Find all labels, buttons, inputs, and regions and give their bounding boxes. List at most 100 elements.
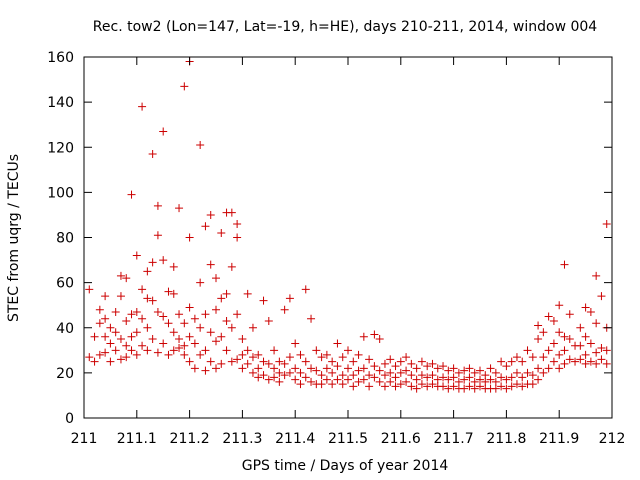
data-point	[190, 364, 199, 373]
x-tick-label: 211	[71, 431, 98, 447]
data-point	[328, 368, 337, 377]
data-point	[85, 353, 94, 362]
data-point	[217, 228, 226, 237]
data-point	[338, 371, 347, 380]
data-point	[576, 341, 585, 350]
data-point	[481, 371, 490, 380]
data-point	[185, 332, 194, 341]
data-point	[259, 296, 268, 305]
data-point	[380, 382, 389, 391]
data-point	[291, 339, 300, 348]
data-point	[560, 346, 569, 355]
data-point	[222, 289, 231, 298]
data-point	[164, 350, 173, 359]
data-point	[396, 357, 405, 366]
data-point	[143, 346, 152, 355]
data-point	[169, 262, 178, 271]
data-point	[90, 332, 99, 341]
data-point	[428, 371, 437, 380]
data-point	[132, 251, 141, 260]
plot-frame	[83, 56, 613, 419]
data-point	[407, 359, 416, 368]
data-point	[280, 371, 289, 380]
data-point	[412, 364, 421, 373]
data-point	[169, 346, 178, 355]
data-point	[523, 368, 532, 377]
data-point	[544, 346, 553, 355]
data-point	[95, 350, 104, 359]
data-point	[322, 364, 331, 373]
data-point	[270, 373, 279, 382]
data-point	[307, 364, 316, 373]
data-point	[486, 375, 495, 384]
data-point	[581, 350, 590, 359]
data-point	[518, 373, 527, 382]
data-point	[597, 292, 606, 301]
data-point	[375, 366, 384, 375]
data-point	[502, 375, 511, 384]
data-point	[365, 382, 374, 391]
data-point	[322, 375, 331, 384]
data-point	[254, 373, 263, 382]
data-point	[354, 377, 363, 386]
data-point	[370, 362, 379, 371]
y-tick-label: 20	[56, 366, 74, 382]
data-point	[602, 359, 611, 368]
axis-ticks: 211 211.1 211.2 211.3 211.4 211.5 211.6 211.7 21…	[47, 50, 625, 447]
data-point	[534, 321, 543, 330]
data-point	[180, 350, 189, 359]
data-point	[138, 341, 147, 350]
data-point	[375, 335, 384, 344]
data-point	[365, 355, 374, 364]
data-point	[454, 368, 463, 377]
data-point	[227, 262, 236, 271]
data-point	[212, 364, 220, 373]
data-point	[164, 319, 173, 328]
data-point	[586, 307, 595, 316]
data-point	[365, 371, 374, 380]
data-point	[148, 258, 157, 267]
data-point	[307, 314, 316, 323]
data-point	[338, 353, 347, 362]
x-tick-label: 211.8	[486, 431, 526, 447]
data-point	[111, 328, 120, 337]
data-point	[449, 382, 458, 391]
data-point	[122, 353, 131, 362]
data-point	[248, 353, 257, 362]
data-point	[264, 359, 273, 368]
data-point	[560, 359, 569, 368]
y-tick-label: 120	[47, 140, 74, 156]
data-point	[106, 339, 115, 348]
data-point	[254, 364, 263, 373]
data-point	[534, 364, 543, 373]
data-point	[233, 233, 242, 242]
data-point	[275, 368, 284, 377]
data-point	[465, 382, 474, 391]
data-point	[344, 364, 352, 373]
data-point	[602, 219, 611, 228]
data-point	[586, 339, 595, 348]
data-point	[190, 339, 199, 348]
data-point	[196, 278, 205, 287]
data-point	[317, 371, 326, 380]
data-point	[549, 316, 558, 325]
data-point	[507, 357, 516, 366]
data-point	[555, 364, 564, 373]
data-point	[497, 357, 506, 366]
data-point	[201, 346, 210, 355]
data-point	[106, 357, 115, 366]
data-point	[507, 373, 516, 382]
data-point	[169, 289, 178, 298]
data-point	[338, 380, 347, 389]
y-axis-title: STEC from uqrg / TECUs	[6, 154, 22, 322]
data-point	[491, 368, 500, 377]
data-point	[212, 337, 220, 346]
data-point	[449, 373, 458, 382]
data-point	[544, 312, 553, 321]
data-point	[539, 328, 548, 337]
data-point	[423, 362, 432, 371]
x-tick-label: 211.2	[170, 431, 210, 447]
data-point	[201, 222, 210, 231]
data-point	[280, 305, 289, 314]
y-tick-label: 100	[47, 185, 74, 201]
